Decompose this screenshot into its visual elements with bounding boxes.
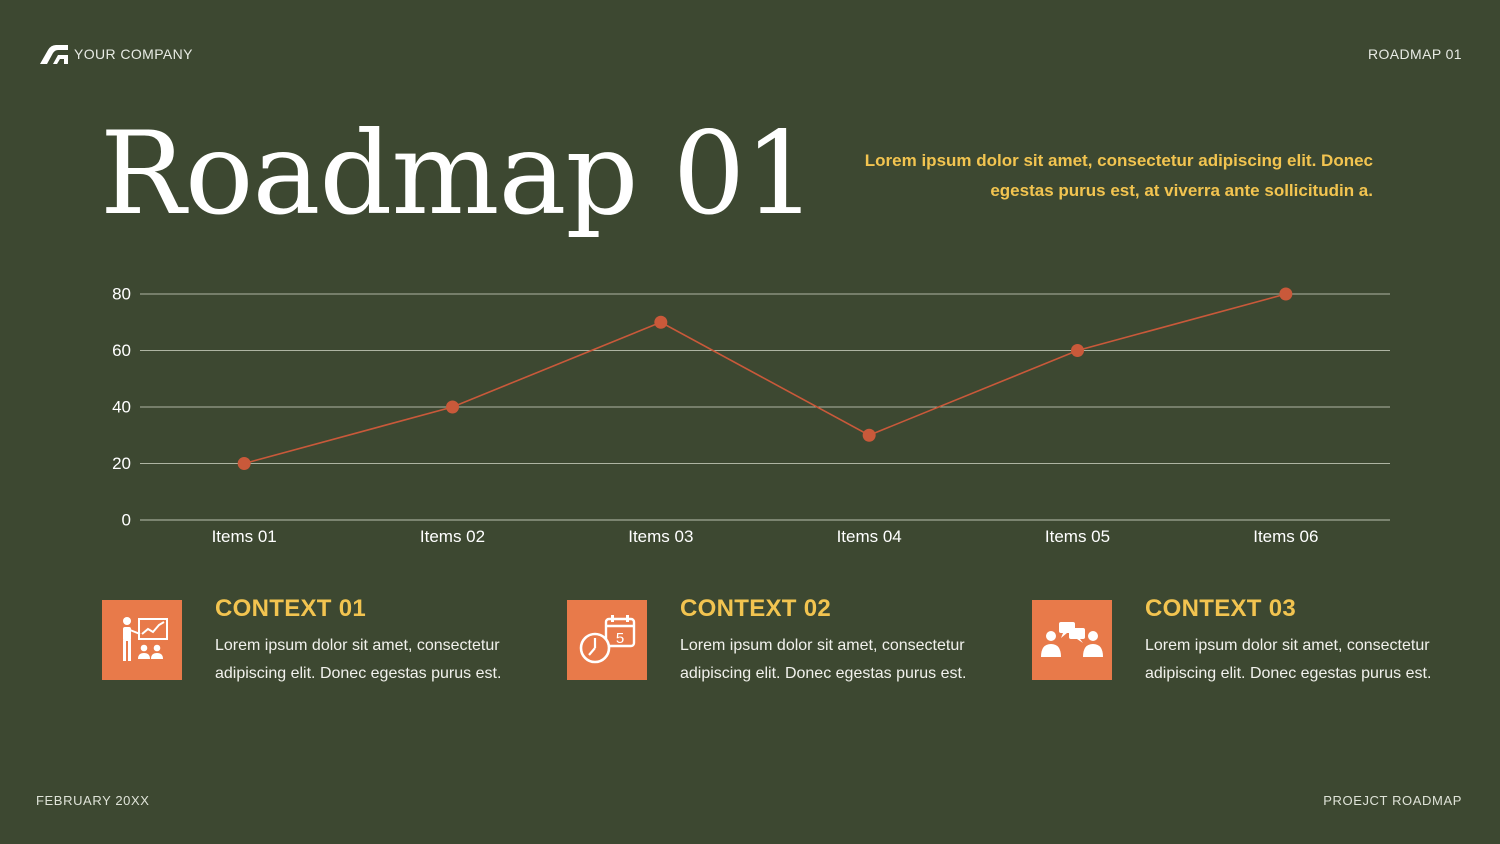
- context-icon-box: [102, 600, 182, 680]
- data-point: [654, 315, 668, 329]
- context-body: Lorem ipsum dolor sit amet, consectetur …: [1145, 637, 1432, 682]
- data-point: [446, 400, 459, 414]
- context-card-1: CONTEXT 01 Lorem ipsum dolor sit amet, c…: [102, 595, 522, 730]
- context-title: CONTEXT 03: [1145, 595, 1297, 622]
- calendar-day: 5: [616, 630, 624, 647]
- chart-gridlines: [140, 293, 1390, 521]
- y-axis-ticks: 0 20 40 60 80: [112, 284, 131, 529]
- meeting-icon: [1041, 622, 1103, 657]
- data-point: [237, 457, 251, 470]
- context-card-2: 5 CONTEXT 02 Lorem ipsum dolor sit amet,…: [567, 595, 987, 730]
- data-point: [1279, 287, 1293, 301]
- series-points: [237, 287, 1293, 470]
- x-tick-label: Items 03: [628, 527, 693, 546]
- x-tick-label: Items 06: [1253, 527, 1318, 546]
- context-icon-box: 5: [567, 600, 647, 680]
- slide-label: ROADMAP 01: [1368, 46, 1462, 62]
- data-point: [862, 428, 876, 442]
- footer-date: FEBRUARY 20XX: [36, 793, 150, 808]
- y-tick-label: 0: [122, 510, 131, 529]
- y-tick-label: 60: [112, 341, 131, 360]
- context-body: Lorem ipsum dolor sit amet, consectetur …: [215, 637, 502, 682]
- data-point: [1071, 344, 1084, 357]
- context-title: CONTEXT 01: [215, 595, 367, 622]
- company-logo-icon: [40, 45, 68, 64]
- x-tick-label: Items 05: [1045, 527, 1110, 546]
- context-card-3: CONTEXT 03 Lorem ipsum dolor sit amet, c…: [1032, 595, 1452, 730]
- context-body: Lorem ipsum dolor sit amet, consectetur …: [680, 637, 967, 682]
- context-icon-box: [1032, 600, 1112, 680]
- context-title: CONTEXT 02: [680, 595, 832, 622]
- x-tick-label: Items 04: [837, 527, 902, 546]
- company-name: YOUR COMPANY: [74, 46, 193, 62]
- presentation-icon: [123, 617, 168, 661]
- x-tick-label: Items 02: [420, 527, 485, 546]
- x-axis-ticks: Items 01 Items 02 Items 03 Items 04 Items 05…: [212, 527, 1319, 546]
- x-tick-label: Items 01: [212, 527, 277, 546]
- y-tick-label: 20: [112, 454, 131, 473]
- page-subtitle: Lorem ipsum dolor sit amet, consectetur …: [864, 151, 1373, 200]
- page-title: Roadmap 01: [100, 107, 817, 240]
- series-line: [243, 293, 1287, 465]
- y-tick-label: 40: [112, 397, 131, 416]
- brand: YOUR COMPANY: [40, 44, 193, 64]
- clock-calendar-icon: 5: [579, 615, 636, 664]
- y-tick-label: 80: [112, 284, 131, 303]
- footer-project: PROEJCT ROADMAP: [1323, 793, 1462, 808]
